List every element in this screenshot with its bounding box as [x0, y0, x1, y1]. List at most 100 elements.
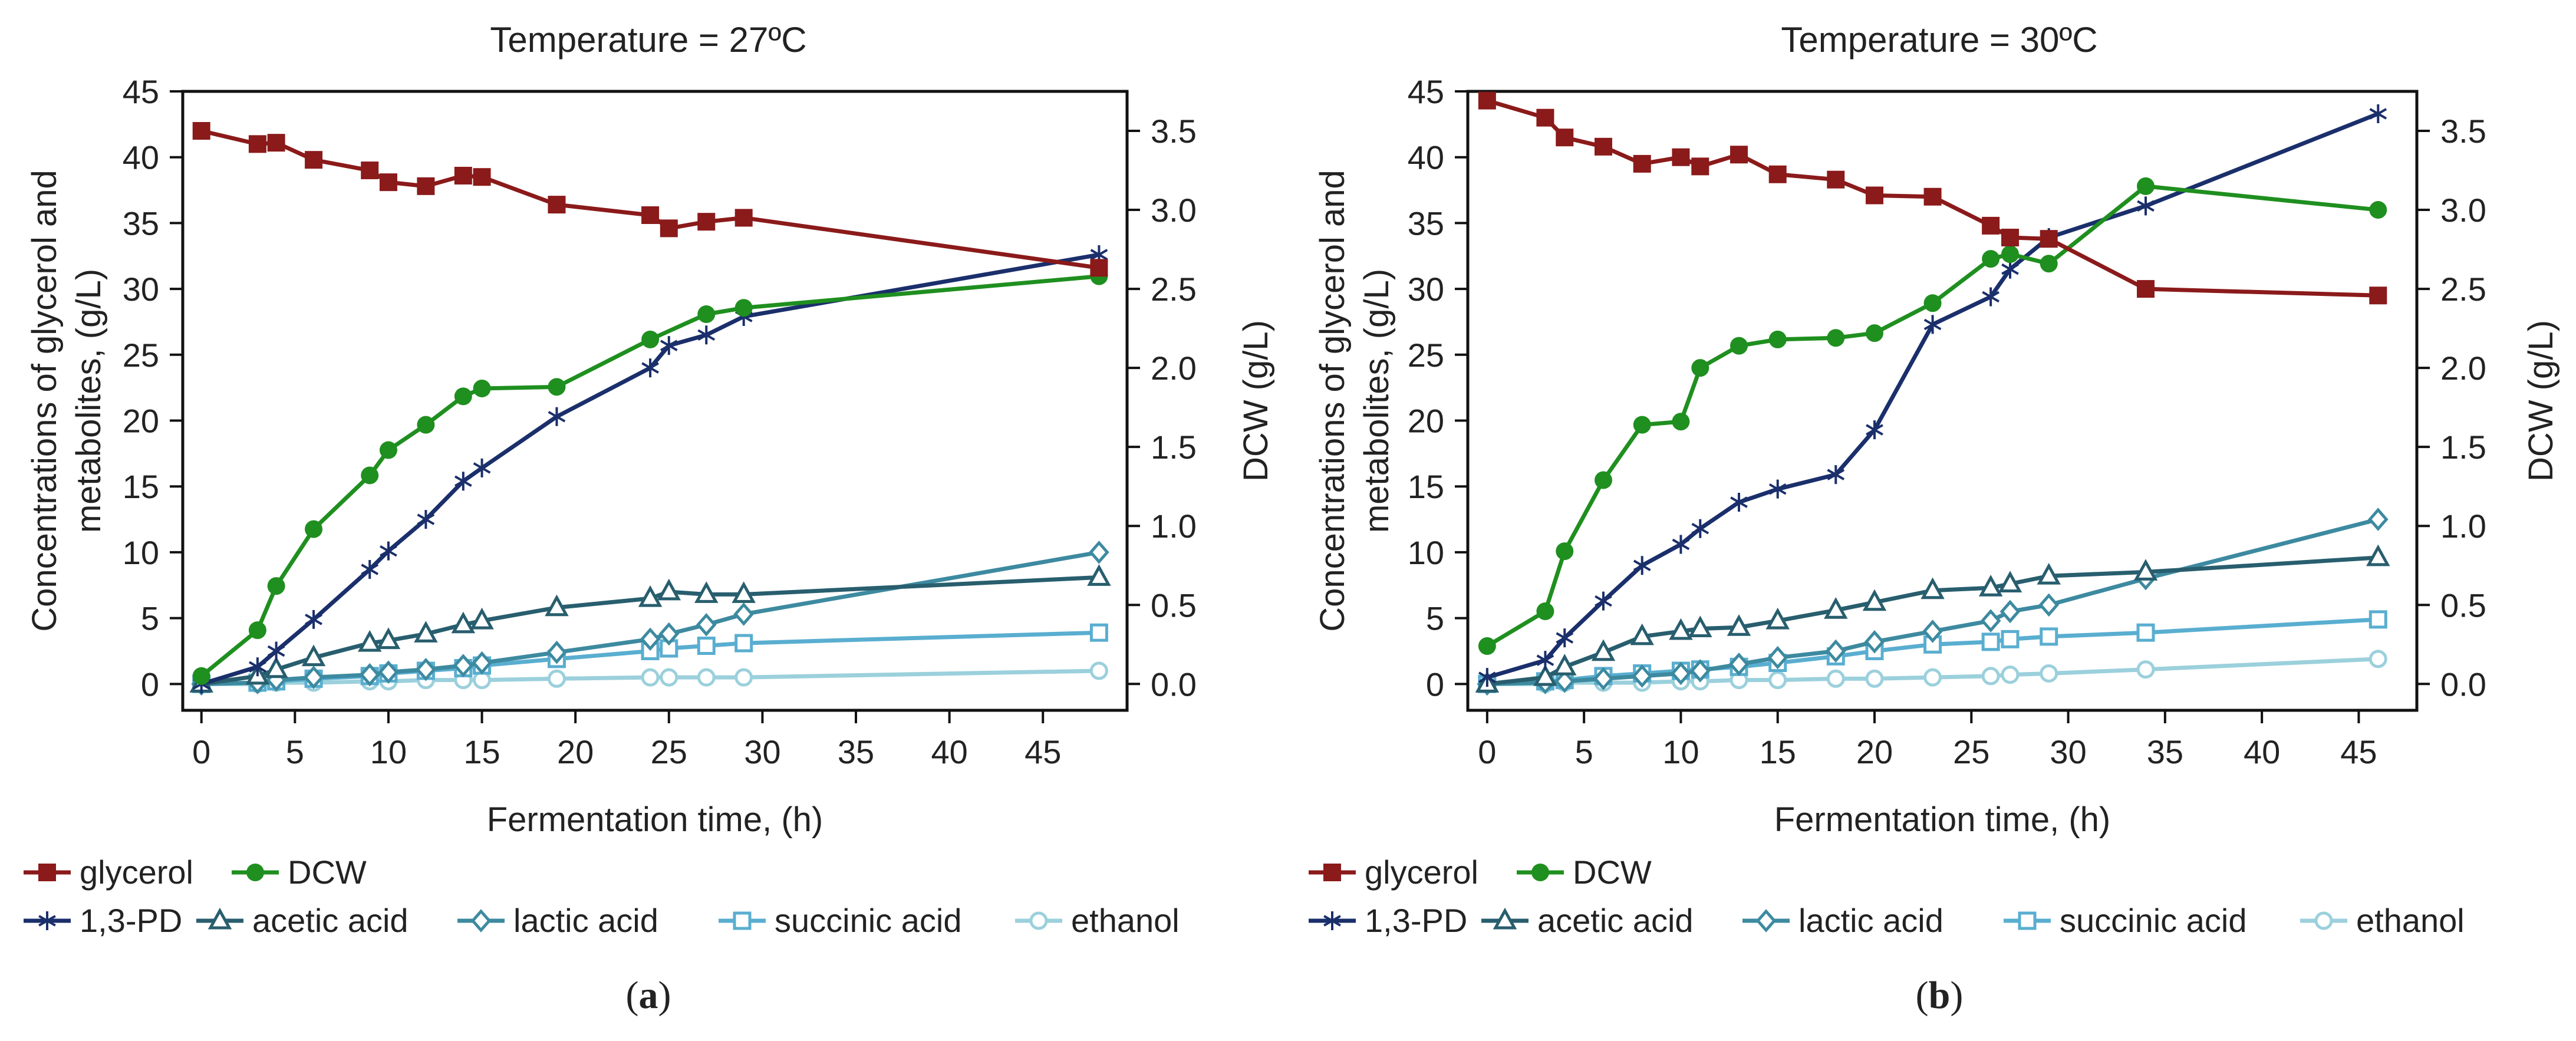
legend-label: succinic acid [2060, 902, 2246, 939]
data-point [2369, 286, 2387, 305]
data-point [305, 151, 323, 169]
x-tick-label: 15 [463, 733, 500, 770]
x-tick-label: 20 [557, 733, 594, 770]
data-point [1595, 591, 1612, 611]
data-point [1633, 416, 1651, 434]
series-glycerol [192, 122, 1108, 277]
legend-label: acetic acid [252, 902, 409, 939]
data-point [1691, 157, 1709, 176]
data-point [361, 559, 379, 579]
data-point [1862, 589, 1887, 611]
y-axis-label-line1: Concentrations of glycerol and [1313, 170, 1352, 631]
data-point [2040, 664, 2058, 683]
y-tick-label: 30 [1408, 271, 1444, 308]
data-point [1591, 639, 1616, 661]
y-tick-label: 25 [123, 337, 159, 374]
data-point [1691, 359, 1709, 377]
data-point [301, 644, 326, 667]
data-point [267, 134, 285, 152]
data-point [2137, 280, 2155, 298]
data-point [2369, 610, 2387, 629]
data-point [1982, 250, 2000, 268]
data-point [451, 611, 476, 634]
y-tick-label: 40 [123, 139, 159, 176]
y-tick-label: 20 [123, 403, 159, 440]
data-point [660, 219, 678, 238]
y2-tick-label: 3.5 [1151, 113, 1197, 150]
data-point [1923, 315, 1942, 334]
series-dcw [192, 267, 1108, 685]
data-point [303, 666, 324, 689]
data-point [1827, 465, 1845, 485]
data-point [547, 669, 566, 688]
legend-label: ethanol [2356, 902, 2465, 939]
data-point [641, 206, 660, 224]
data-point [1768, 671, 1787, 690]
y2-tick-label: 2.5 [2440, 271, 2486, 308]
legend-swatch-marker [246, 864, 264, 881]
legend-swatch-marker [38, 911, 56, 930]
data-point [454, 387, 472, 406]
data-point [734, 209, 753, 227]
data-point [1688, 615, 1712, 637]
series-ethanol [1478, 650, 2387, 693]
y-tick-label: 35 [123, 205, 159, 242]
data-point [548, 407, 566, 426]
y-tick-label: 20 [1408, 403, 1444, 440]
data-point [1593, 667, 1614, 691]
y2-tick-label: 1.5 [2440, 429, 2486, 466]
data-point [2369, 201, 2387, 219]
data-point [1765, 607, 1790, 630]
y2-tick-label: 2.0 [2440, 350, 2486, 387]
data-point [1827, 170, 1845, 189]
y-tick-label: 5 [1426, 600, 1444, 637]
data-point [1533, 664, 1557, 686]
data-point [1980, 609, 2001, 632]
data-point [1981, 667, 2000, 686]
data-point [379, 441, 397, 459]
series-line [200, 129, 1099, 270]
y2-tick-label: 0.5 [2440, 587, 2486, 624]
data-point [417, 416, 435, 434]
data-point [1999, 599, 2021, 624]
data-point [472, 651, 492, 675]
y2-axis-label: DCW (g/L) [2522, 320, 2560, 482]
x-tick-label: 0 [1478, 733, 1496, 770]
data-point [1978, 575, 2003, 597]
x-tick-label: 25 [1953, 733, 1989, 770]
data-point [1689, 659, 1711, 683]
data-point [697, 668, 716, 687]
legend: glycerol DCW 1,3-PD acetic acid lactic acid s… [24, 854, 1180, 939]
data-point [357, 630, 382, 652]
data-point [2040, 230, 2058, 248]
panel-caption: (b) [1916, 974, 1964, 1017]
data-point [638, 585, 663, 607]
data-point [1866, 420, 1883, 440]
legend-swatch-marker [207, 907, 232, 930]
data-point [640, 627, 661, 651]
data-point [1478, 637, 1496, 655]
x-tick-label: 45 [1025, 733, 1061, 770]
data-point [697, 213, 716, 231]
series-line [1487, 517, 2379, 686]
data-point [359, 663, 380, 687]
data-point [248, 621, 266, 640]
data-point [453, 654, 474, 677]
caption-close: ) [1950, 974, 1963, 1017]
data-point [1923, 187, 1942, 206]
data-point [1728, 653, 1750, 676]
y-axis-label-line2: metabolites, (g/L) [70, 269, 108, 533]
caption-letter: a [639, 974, 658, 1017]
x-tick-label: 45 [2340, 733, 2377, 770]
data-point [1556, 628, 1574, 648]
y-tick-label: 15 [1408, 468, 1444, 505]
data-point [1669, 618, 1693, 640]
y-tick-label: 10 [123, 534, 159, 571]
x-tick-label: 40 [931, 733, 967, 770]
x-tick-label: 40 [2244, 733, 2280, 770]
data-point [1691, 519, 1709, 538]
data-point [657, 578, 681, 601]
legend-label: glycerol [1365, 854, 1478, 891]
data-point [696, 612, 717, 637]
data-point [305, 520, 323, 538]
